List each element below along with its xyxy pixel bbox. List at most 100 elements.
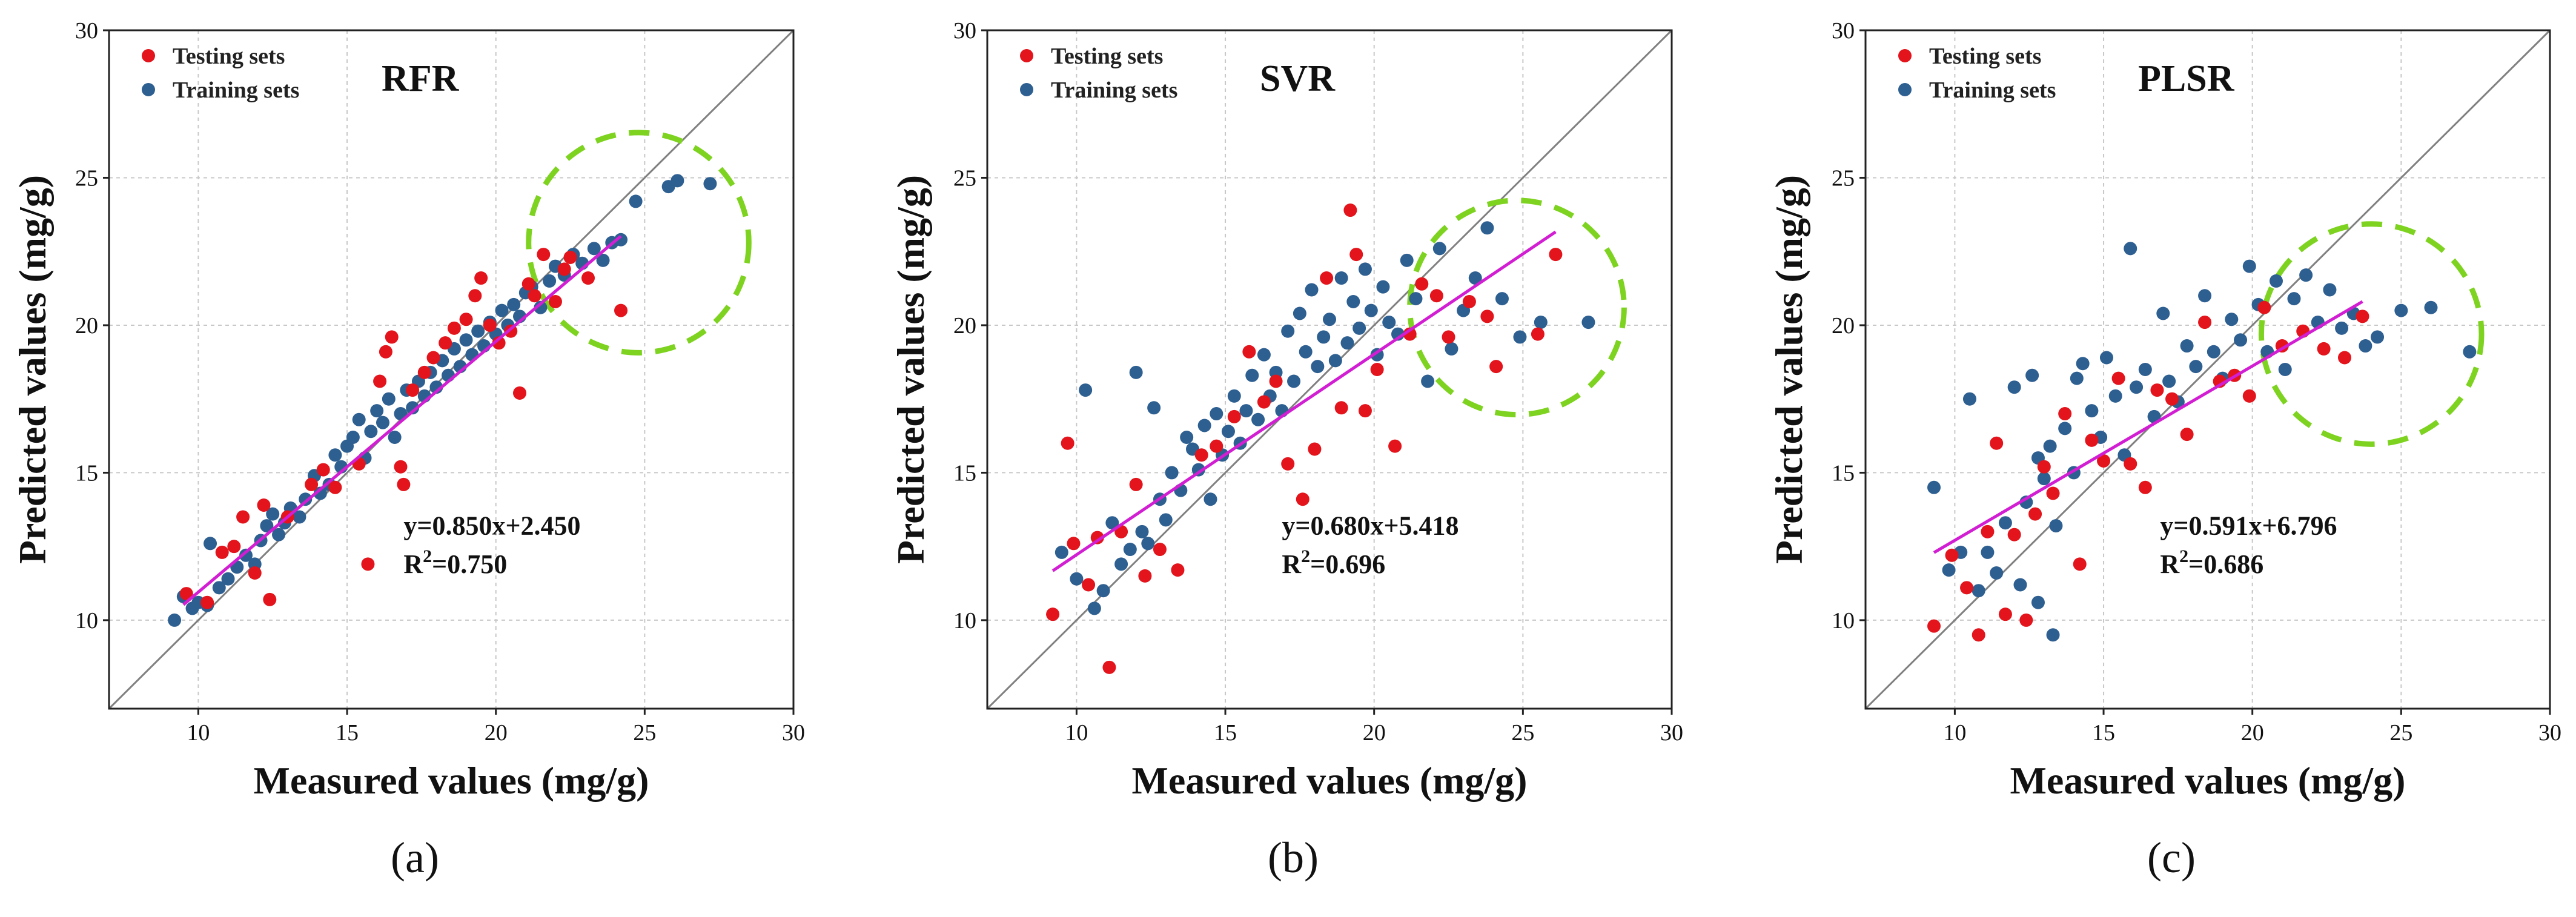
training-point — [376, 415, 389, 429]
training-point — [2076, 357, 2090, 371]
training-point — [1340, 336, 1354, 350]
training-point — [2070, 371, 2084, 385]
testing-point — [1388, 439, 1402, 453]
fit-equation: y=0.680x+5.418 — [1282, 511, 1459, 541]
testing-point — [305, 477, 319, 491]
x-tick-label: 10 — [1943, 720, 1966, 746]
y-tick-label: 15 — [75, 460, 98, 486]
y-tick-label: 25 — [1832, 165, 1855, 191]
testing-point — [1429, 289, 1443, 303]
training-point — [2162, 374, 2176, 388]
testing-point — [1082, 578, 1096, 592]
testing-point — [563, 250, 577, 264]
training-point — [2335, 321, 2349, 335]
x-axis-label: Measured values (mg/g) — [1132, 759, 1528, 802]
x-tick-label: 30 — [2538, 720, 2561, 746]
legend-training-label: Training sets — [1929, 78, 2056, 103]
testing-point — [1090, 531, 1104, 545]
training-point — [1305, 283, 1319, 297]
plot-frame — [108, 29, 795, 710]
model-title: PLSR — [2138, 58, 2235, 99]
plot-area — [987, 30, 1672, 709]
training-point — [1346, 295, 1360, 308]
testing-point — [385, 330, 399, 344]
legend-training-label: Training sets — [1051, 78, 1177, 103]
plot-frame — [1864, 29, 2551, 710]
training-point — [2278, 363, 2292, 376]
x-tick-label: 30 — [1660, 720, 1683, 746]
testing-point — [1281, 457, 1295, 471]
training-point — [1221, 425, 1235, 439]
testing-point — [1972, 628, 1985, 642]
testing-point — [2046, 486, 2060, 500]
testing-point — [397, 477, 411, 491]
training-point — [406, 401, 420, 415]
x-tick-label: 15 — [336, 720, 359, 746]
testing-point — [1960, 581, 1974, 595]
panel-label: (b) — [1268, 833, 1319, 882]
training-point — [1114, 557, 1128, 571]
training-point — [2323, 283, 2337, 297]
training-point — [1927, 480, 1941, 494]
fit-line — [182, 234, 622, 606]
testing-point — [1489, 360, 1503, 374]
training-point — [1096, 584, 1110, 598]
training-point — [2394, 303, 2408, 317]
training-point — [2242, 259, 2256, 273]
x-tick-label: 20 — [1363, 720, 1386, 746]
training-point — [629, 194, 643, 208]
testing-point — [215, 545, 229, 559]
legend-testing-marker — [1898, 49, 1912, 62]
testing-point — [474, 271, 488, 285]
training-point — [1317, 330, 1331, 344]
testing-point — [1549, 248, 1563, 262]
testing-point — [521, 277, 535, 291]
testing-point — [1334, 401, 1348, 415]
testing-point — [1153, 543, 1167, 557]
training-point — [2287, 292, 2301, 306]
training-point — [2058, 422, 2072, 435]
testing-point — [1269, 374, 1283, 388]
testing-point — [373, 374, 387, 388]
testing-point — [2058, 407, 2072, 421]
testing-point — [1296, 492, 1310, 506]
r-squared: R2=0.750 — [403, 546, 507, 579]
testing-point — [2257, 300, 2271, 314]
testing-point — [316, 463, 330, 477]
legend-testing-label: Testing sets — [1929, 44, 2041, 69]
legend-testing-marker — [1020, 49, 1033, 62]
training-point — [2156, 306, 2170, 320]
training-point — [364, 425, 378, 439]
training-point — [388, 431, 402, 444]
testing-point — [537, 248, 551, 262]
training-point — [2046, 628, 2060, 642]
x-axis-label: Measured values (mg/g) — [254, 759, 649, 802]
testing-point — [1998, 607, 2012, 621]
testing-point — [614, 303, 628, 317]
testing-point — [2037, 460, 2051, 474]
training-point — [266, 507, 280, 521]
testing-point — [1257, 395, 1271, 409]
x-tick-label: 10 — [1065, 720, 1088, 746]
testing-point — [1349, 248, 1363, 262]
legend-testing-marker — [142, 49, 155, 62]
testing-point — [483, 318, 497, 332]
fit-equation: y=0.591x+6.796 — [2160, 511, 2337, 541]
panel-label: (c) — [2147, 833, 2196, 882]
legend: Testing sets Training sets — [1898, 44, 2056, 103]
testing-point — [2242, 389, 2256, 403]
y-tick-label: 25 — [953, 165, 976, 191]
testing-point — [406, 383, 420, 397]
testing-point — [1531, 327, 1545, 341]
testing-point — [2338, 351, 2351, 365]
testing-point — [2180, 428, 2194, 442]
training-point — [2424, 300, 2438, 314]
training-point — [2013, 578, 2027, 592]
training-point — [1513, 330, 1527, 344]
plot-area — [109, 30, 793, 709]
testing-point — [1462, 295, 1476, 308]
y-axis-label: Predicted values (mg/g) — [1767, 175, 1810, 564]
training-point — [1534, 316, 1548, 329]
testing-point — [1415, 277, 1429, 291]
legend-testing-label: Testing sets — [1051, 44, 1163, 69]
